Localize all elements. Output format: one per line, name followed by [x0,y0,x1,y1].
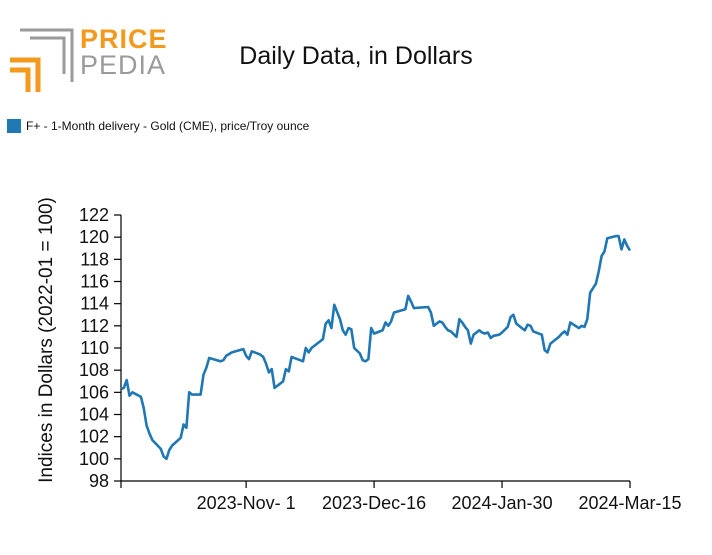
y-tick-label: 120 [79,227,109,247]
legend-swatch [7,119,21,133]
y-tick-label: 104 [79,405,109,425]
y-tick-label: 118 [80,249,109,269]
series-line-gold [120,234,632,461]
y-axis-title: Indices in Dollars (2022-01 = 100) [36,197,57,483]
y-tick-label: 98 [89,471,109,491]
chart-title-wrap: Daily Data, in Dollars [0,42,712,71]
y-tick-label: 122 [79,205,109,225]
pricepedia-logo: PRICE PEDIA [8,22,168,94]
x-tick-label: 2023-Dec-16 [322,493,426,513]
logo-word-price: PRICE [80,24,168,54]
y-tick-label: 100 [79,449,109,469]
legend: F+ - 1-Month delivery - Gold (CME), pric… [7,119,309,133]
y-tick-label: 106 [79,382,109,402]
x-axis: 2023-Nov- 1 2023-Dec-16 2024-Jan-30 2024-Ma… [120,480,682,513]
y-tick-label: 114 [80,294,109,314]
chart-title: Daily Data, in Dollars [239,42,473,70]
y-tick-label: 110 [80,338,109,358]
y-tick-label: 108 [79,360,109,380]
y-tick-label: 112 [80,316,109,336]
x-tick-label: 2024-Mar-15 [578,493,681,513]
logo-word-pedia: PEDIA [80,50,167,80]
x-tick-label: 2024-Jan-30 [452,493,553,513]
legend-label: F+ - 1-Month delivery - Gold (CME), pric… [26,119,310,133]
y-tick-label: 102 [79,427,109,447]
y-tick-label: 116 [80,272,109,292]
logo-mark-icon [10,28,74,92]
x-tick-label: 2023-Nov- 1 [197,493,296,513]
